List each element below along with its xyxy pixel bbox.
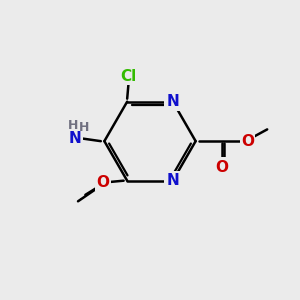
Text: O: O (241, 134, 254, 149)
Text: N: N (68, 131, 81, 146)
Text: O: O (97, 175, 110, 190)
Text: N: N (167, 94, 179, 109)
Text: H: H (68, 119, 79, 132)
Text: N: N (167, 173, 179, 188)
Text: methyl: methyl (80, 198, 84, 199)
Text: O: O (215, 160, 228, 175)
Text: H: H (79, 122, 89, 134)
Text: Cl: Cl (121, 69, 137, 84)
